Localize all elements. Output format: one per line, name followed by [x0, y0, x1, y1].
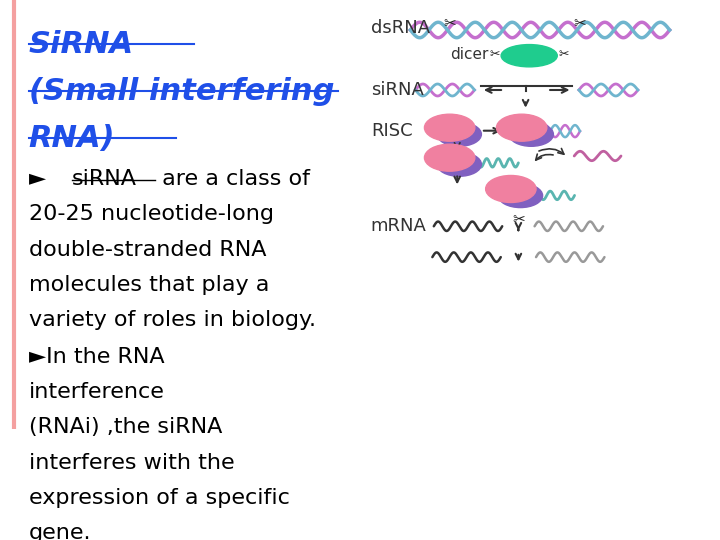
Text: gene.: gene. — [29, 523, 91, 540]
Ellipse shape — [497, 114, 547, 141]
Text: ►: ► — [29, 169, 53, 189]
Ellipse shape — [437, 122, 482, 146]
Ellipse shape — [486, 176, 536, 202]
Text: (Small interfering: (Small interfering — [29, 77, 334, 106]
Text: expression of a specific: expression of a specific — [29, 488, 289, 508]
Text: RISC: RISC — [371, 122, 413, 140]
Text: ►In the RNA: ►In the RNA — [29, 347, 164, 367]
Ellipse shape — [498, 184, 543, 207]
Ellipse shape — [437, 152, 482, 176]
Text: ✂: ✂ — [512, 212, 525, 227]
Text: ✂: ✂ — [444, 16, 456, 31]
Text: 20-25 nucleotide-long: 20-25 nucleotide-long — [29, 205, 274, 225]
Text: RNA): RNA) — [29, 124, 115, 153]
Text: mRNA: mRNA — [371, 217, 427, 235]
Text: are a class of: are a class of — [155, 169, 310, 189]
Text: double-stranded RNA: double-stranded RNA — [29, 240, 266, 260]
Ellipse shape — [425, 114, 475, 141]
Text: interferes with the: interferes with the — [29, 453, 235, 472]
Text: dsRNA: dsRNA — [371, 19, 430, 37]
Text: ✂: ✂ — [490, 48, 500, 61]
Text: molecules that play a: molecules that play a — [29, 275, 269, 295]
Text: siRNA: siRNA — [371, 81, 423, 99]
Text: variety of roles in biology.: variety of roles in biology. — [29, 310, 316, 330]
Text: ✂: ✂ — [559, 48, 569, 61]
Ellipse shape — [501, 45, 557, 67]
Text: interference: interference — [29, 382, 165, 402]
Text: ✂: ✂ — [573, 16, 586, 31]
Ellipse shape — [425, 144, 475, 171]
Text: SiRNA: SiRNA — [29, 30, 134, 59]
Text: dicer: dicer — [450, 47, 488, 62]
Text: siRNA: siRNA — [72, 169, 137, 189]
Ellipse shape — [509, 122, 554, 146]
Text: (RNAi) ,the siRNA: (RNAi) ,the siRNA — [29, 417, 222, 437]
